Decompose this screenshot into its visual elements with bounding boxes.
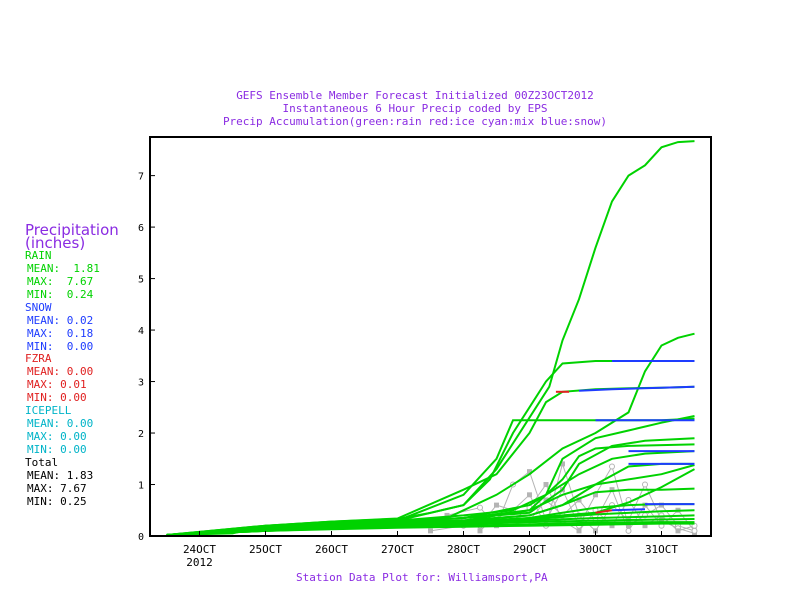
step-precip-marker [626, 523, 631, 529]
y-tick-label: 0 [138, 532, 144, 543]
step-precip-marker [642, 523, 648, 529]
y-tick-label: 4 [138, 326, 144, 337]
snow-overlay-6 [611, 508, 646, 512]
step-precip-marker [659, 518, 664, 524]
snow-overlay-1 [578, 385, 695, 392]
step-precip-marker [593, 528, 598, 534]
legend-fzra-min: MIN: 0.00 [27, 391, 87, 404]
step-precip-marker [543, 497, 549, 503]
legend-total-mean: MEAN: 1.83 [27, 469, 94, 482]
legend-heading: Precipitation (inches) [25, 221, 119, 252]
x-tick-label: 29OCT [513, 543, 546, 556]
step-precip-marker [543, 482, 549, 488]
step-precip-marker [428, 528, 433, 534]
x-axis-year-label: 2012 [186, 556, 213, 569]
y-tick-label: 5 [138, 275, 144, 286]
step-precip-marker [494, 502, 499, 508]
fzra-overlay-8 [595, 509, 613, 514]
step-precip-marker [477, 528, 483, 534]
x-tick-label: 27OCT [381, 543, 414, 556]
legend-rain-label: RAIN [25, 249, 52, 262]
x-tick-label: 30OCT [579, 543, 612, 556]
step-precip-marker [560, 461, 565, 467]
step-precip-marker [659, 502, 664, 508]
step-precip-marker [576, 497, 582, 503]
step-precip-marker [642, 481, 648, 488]
legend-total-max: MAX: 7.67 [27, 482, 87, 495]
chart-title-line2: Instantaneous 6 Hour Precip coded by EPS [282, 102, 548, 115]
legend-rain-min: MIN: 0.24 [27, 288, 94, 301]
legend-icepell-label: ICEPELL [25, 404, 72, 417]
x-tick-label: 28OCT [447, 543, 480, 556]
legend-rain-mean: MEAN: 1.81 [27, 262, 100, 275]
step-precip-marker [527, 469, 532, 475]
x-tick-label: 26OCT [315, 543, 348, 556]
step-precip-marker [444, 512, 450, 518]
y-tick-label: 6 [138, 223, 144, 234]
legend-fzra-max: MAX: 0.01 [27, 378, 87, 391]
step-precip-marker [675, 528, 681, 534]
member-accum-line-5 [166, 415, 695, 536]
chart-title-line3: Precip Accumulation(green:rain red:ice c… [222, 115, 608, 128]
step-precip-marker [576, 528, 582, 534]
legend-total-label: Total [25, 456, 59, 469]
x-tick-label: 25OCT [249, 543, 282, 556]
x-tick-label: 24OCT [183, 543, 216, 556]
step-precip-marker [625, 527, 632, 534]
y-tick-label: 1 [138, 481, 144, 492]
legend-snow-min: MIN: 0.00 [27, 340, 94, 353]
legend-fzra-label: FZRA [25, 352, 52, 365]
legend-snow-label: SNOW [25, 301, 52, 314]
legend-icepell-min: MIN: 0.00 [27, 443, 87, 456]
legend-rain-max: MAX: 7.67 [27, 275, 94, 288]
plot-frame [149, 136, 712, 537]
legend-icepell-max: MAX: 0.00 [27, 430, 87, 443]
step-precip-marker [593, 492, 598, 498]
y-tick-label: 2 [138, 429, 144, 440]
member-accum-line-2 [166, 360, 695, 536]
member-accum-line-19 [166, 468, 695, 536]
step-precip-marker [527, 492, 532, 498]
chart-title-line1: GEFS Ensemble Member Forecast Initialize… [236, 89, 594, 102]
step-precip-marker [609, 487, 615, 493]
legend-fzra-mean: MEAN: 0.00 [27, 365, 94, 378]
station-footer: Station Data Plot for: Williamsport,PA [296, 571, 548, 584]
member-accum-line-0 [166, 140, 695, 536]
legend-snow-max: MAX: 0.18 [27, 327, 94, 340]
legend-icepell-mean: MEAN: 0.00 [27, 417, 94, 430]
step-precip-marker [609, 463, 615, 470]
y-tick-label: 3 [138, 378, 144, 389]
step-precip-marker [691, 527, 698, 534]
x-tick-label: 31OCT [645, 543, 678, 556]
step-precip-marker [609, 523, 615, 529]
step-precip-marker [477, 504, 483, 511]
legend-snow-mean: MEAN: 0.02 [27, 314, 94, 327]
y-tick-label: 7 [138, 172, 144, 183]
legend-total-min: MIN: 0.25 [27, 495, 87, 508]
